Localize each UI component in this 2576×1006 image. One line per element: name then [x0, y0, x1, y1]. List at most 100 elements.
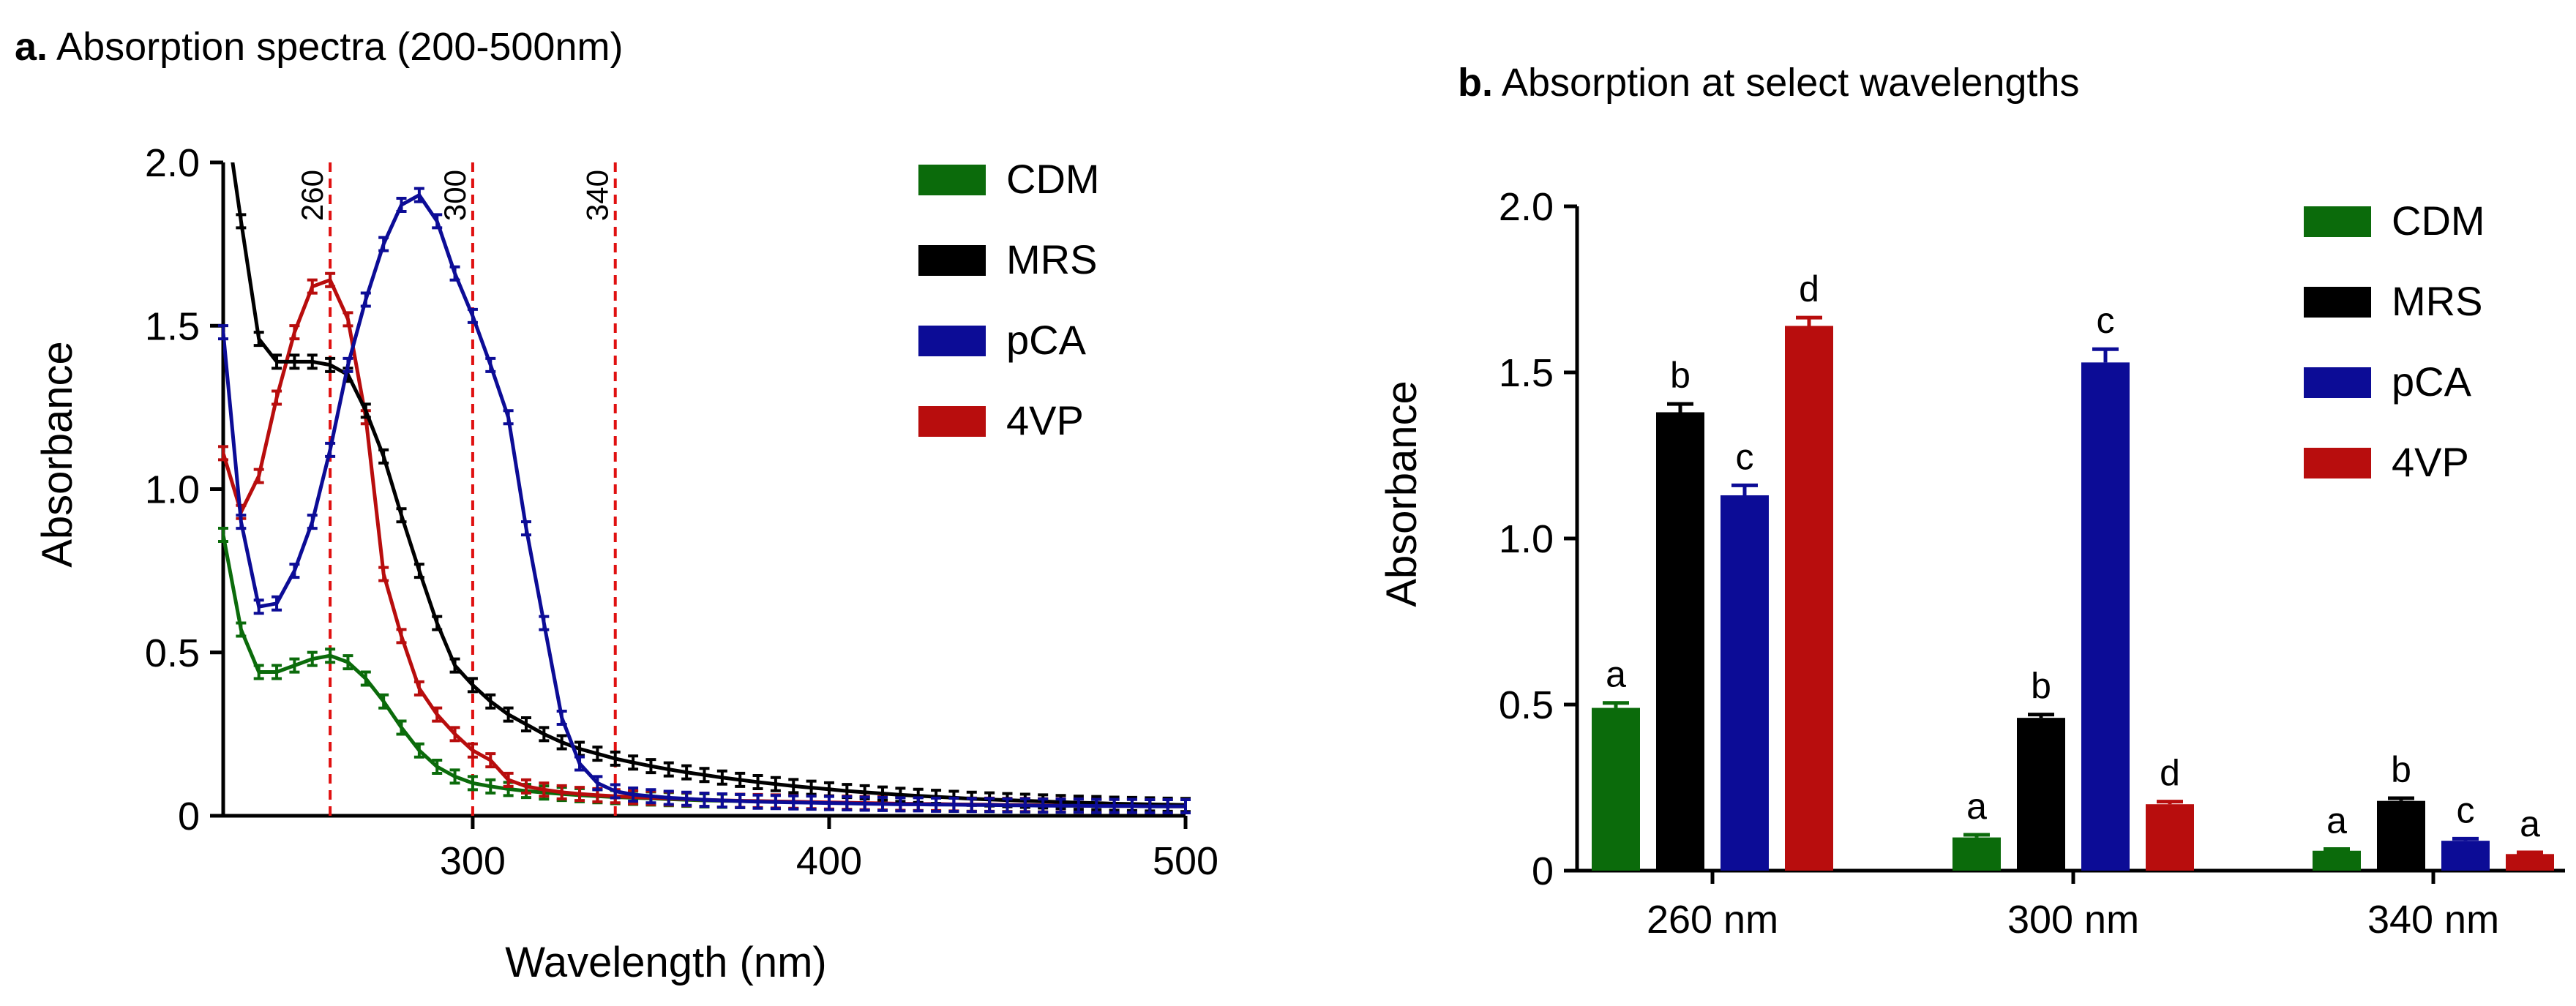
panel-a-point-pCA — [1109, 797, 1120, 814]
panel-b-bar-CDM — [1592, 707, 1640, 871]
panel-b-significance-letter: a — [2520, 803, 2540, 844]
panel-a-point-4VP — [378, 566, 389, 582]
panel-b-error-bar — [2388, 796, 2414, 801]
panel-b-y-tick-label: 0 — [1532, 849, 1554, 893]
panel-a-point-pCA — [1180, 798, 1191, 815]
panel-a-point-pCA — [1055, 797, 1066, 814]
panel-a-point-pCA — [610, 783, 621, 800]
panel-a-point-pCA — [823, 795, 834, 811]
panel-b-bar-MRS — [2017, 718, 2065, 871]
panel-a-point-MRS — [449, 657, 460, 674]
panel-a-point-pCA — [842, 795, 853, 812]
panel-a-point-MRS — [432, 615, 443, 631]
panel-a-point-pCA — [449, 265, 460, 282]
panel-a-point-CDM — [342, 654, 353, 671]
panel-b-x-tick-label: 300 nm — [2007, 898, 2139, 942]
panel-b-error-bar — [2517, 850, 2543, 855]
panel-b-bar-4VP — [2506, 854, 2554, 871]
panel-b-bar-pCA — [1721, 495, 1769, 871]
panel-a-point-pCA — [485, 356, 496, 373]
panel-a-point-pCA — [895, 796, 906, 813]
panel-a-point-pCA — [931, 796, 942, 813]
panel-a-point-pCA — [520, 520, 531, 537]
panel-a-point-pCA — [645, 788, 656, 805]
panel-a-point-MRS — [467, 677, 478, 694]
panel-a-point-MRS — [699, 767, 710, 784]
panel-b-significance-letter: a — [1966, 786, 1987, 827]
panel-a-point-pCA — [806, 795, 817, 811]
panel-a-legend-swatch — [918, 406, 986, 437]
panel-a-point-pCA — [218, 324, 228, 341]
panel-a-point-CDM — [378, 693, 389, 710]
panel-a-point-pCA — [413, 187, 424, 203]
panel-b-significance-letter: a — [2326, 800, 2347, 841]
panel-b-legend-swatch — [2304, 206, 2371, 237]
panel-a-point-pCA — [467, 307, 478, 324]
panel-a-x-tick-label: 300 — [440, 839, 506, 883]
panel-a-point-pCA — [1091, 797, 1102, 814]
panel-b-legend-swatch — [2304, 287, 2371, 318]
panel-a-reference-label: 260 — [295, 170, 329, 221]
panel-b-letter: b. — [1458, 61, 1493, 105]
panel-a-title: a. Absorption spectra (200-500nm) — [15, 25, 623, 69]
panel-b-error-bar — [2452, 836, 2479, 841]
panel-b-bar-MRS — [1656, 412, 1704, 871]
panel-a-point-pCA — [378, 236, 389, 252]
panel-a-point-pCA — [984, 797, 995, 814]
panel-a-point-4VP — [503, 771, 514, 788]
panel-a-point-pCA — [681, 790, 692, 807]
panel-b-title: b. Absorption at select wavelengths — [1458, 61, 2079, 105]
panel-a-point-MRS — [520, 716, 531, 732]
panel-a-point-pCA — [1038, 797, 1049, 814]
panel-a-title-text: Absorption spectra (200-500nm) — [56, 25, 623, 69]
panel-a-point-pCA — [877, 795, 888, 812]
panel-a-point-CDM — [396, 719, 407, 736]
panel-a-legend-label: 4VP — [1006, 397, 1084, 443]
panel-b-ylabel: Absorbance — [1378, 380, 1426, 607]
panel-b-significance-letter: c — [1736, 436, 1754, 477]
panel-a-point-CDM — [485, 778, 496, 795]
panel-a-point-MRS — [806, 779, 817, 796]
panel-b-significance-letter: b — [1670, 355, 1690, 396]
panel-a-point-MRS — [289, 353, 300, 370]
panel-a-point-CDM — [236, 621, 247, 638]
panel-a-point-pCA — [360, 291, 371, 308]
panel-a-point-pCA — [966, 797, 977, 814]
panel-b-y-tick-label: 1.0 — [1499, 517, 1554, 561]
panel-a-point-MRS — [645, 758, 656, 775]
panel-a-point-MRS — [253, 331, 264, 348]
panel-a-point-CDM — [467, 775, 478, 792]
panel-a-point-4VP — [432, 706, 443, 723]
panel-a-point-4VP — [325, 271, 336, 288]
panel-a-point-pCA — [1162, 798, 1173, 815]
panel-a-point-4VP — [396, 628, 407, 645]
panel-a-legend-swatch — [918, 165, 986, 195]
panel-a-ylabel: Absorbance — [34, 341, 81, 568]
panel-a-point-pCA — [432, 213, 443, 230]
panel-a-point-4VP — [218, 445, 228, 462]
panel-a-legend-label: MRS — [1006, 236, 1097, 282]
panel-b-significance-letter: c — [2097, 300, 2115, 341]
panel-a-legend-swatch — [918, 326, 986, 356]
panel-a-point-CDM — [272, 664, 282, 680]
panel-a-point-MRS — [770, 776, 781, 792]
panel-a-y-tick-label: 0 — [178, 795, 200, 838]
panel-a-point-4VP — [574, 786, 585, 803]
panel-a-point-4VP — [253, 468, 264, 484]
panel-a-point-pCA — [913, 796, 924, 813]
panel-b-bar-MRS — [2377, 800, 2425, 871]
panel-a-point-4VP — [342, 311, 353, 328]
panel-a-point-pCA — [1145, 798, 1156, 815]
panel-a-point-pCA — [859, 795, 870, 812]
panel-b-error-bar — [1796, 315, 1822, 326]
panel-b-y-tick-label: 1.5 — [1499, 351, 1554, 395]
panel-b-bar-pCA — [2441, 841, 2490, 871]
panel-a-point-MRS — [716, 769, 727, 786]
panel-b-legend-swatch — [2304, 448, 2371, 478]
panel-a-point-4VP — [467, 742, 478, 759]
panel-a-point-CDM — [307, 650, 318, 667]
panel-a-point-MRS — [413, 563, 424, 579]
panel-a-point-pCA — [236, 514, 247, 530]
panel-a-point-MRS — [735, 771, 746, 788]
panel-a-y-tick-label: 2.0 — [145, 141, 200, 185]
